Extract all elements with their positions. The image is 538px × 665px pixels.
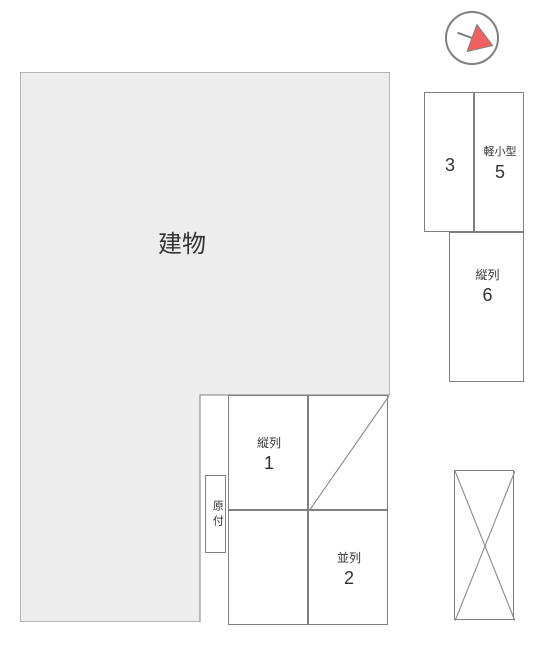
building-label: 建物 (158, 230, 206, 260)
cell-c5: 軽小型5 (474, 92, 524, 232)
cell-c3-label-main: 3 (425, 154, 475, 177)
cell-c5-label-main: 5 (475, 161, 525, 184)
cell-c2-top (308, 395, 388, 510)
cell-c1-top-label-top: 縦列 (229, 436, 309, 451)
cell-c2-bot-label-top: 並列 (309, 551, 389, 566)
cell-gentsuki-label-vert: 原付 (206, 476, 227, 554)
cell-cX-cross (455, 471, 515, 621)
cell-c2-bot-label-main: 2 (309, 567, 389, 590)
cell-c5-label-top: 軽小型 (475, 146, 525, 160)
cell-c1-top-label-main: 1 (229, 452, 309, 475)
cell-c6-label-top: 縦列 (450, 268, 525, 283)
cell-c1-top: 縦列1 (228, 395, 308, 510)
cell-cX (454, 470, 514, 620)
cell-c6: 縦列6 (449, 232, 524, 382)
cell-gentsuki: 原付 (205, 475, 226, 553)
compass-icon (440, 6, 504, 70)
cell-c1-bot (228, 510, 308, 625)
cell-c2-bot: 並列2 (308, 510, 388, 625)
cell-c3: 3 (424, 92, 474, 232)
cell-c6-label-main: 6 (450, 284, 525, 307)
cell-c2-top-cross (309, 396, 389, 511)
